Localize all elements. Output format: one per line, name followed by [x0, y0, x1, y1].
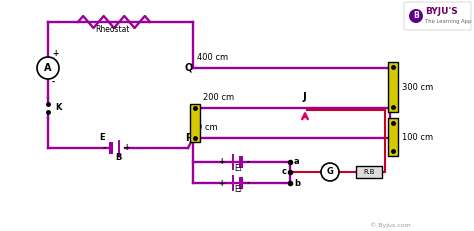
Circle shape [37, 57, 59, 79]
Text: B: B [413, 12, 419, 21]
Text: +: + [218, 158, 224, 167]
Text: BYJU'S: BYJU'S [425, 7, 458, 16]
Text: a: a [294, 158, 300, 167]
Text: B: B [115, 153, 121, 162]
Text: 300 cm: 300 cm [402, 82, 433, 91]
Text: G: G [327, 167, 333, 176]
Text: c: c [282, 167, 287, 176]
Text: J: J [303, 92, 307, 102]
FancyBboxPatch shape [388, 118, 398, 156]
FancyBboxPatch shape [388, 62, 398, 112]
Text: © Byjus.com: © Byjus.com [370, 222, 410, 228]
Text: The Learning App: The Learning App [425, 18, 472, 24]
Text: K: K [55, 103, 61, 112]
Text: Q: Q [185, 63, 193, 73]
Circle shape [409, 9, 423, 23]
FancyBboxPatch shape [190, 104, 200, 142]
Text: -: - [102, 143, 106, 152]
Text: +: + [123, 143, 129, 152]
Text: E₂: E₂ [234, 185, 242, 194]
Text: R.B: R.B [363, 169, 375, 175]
Text: 0 cm: 0 cm [197, 123, 218, 132]
Text: 200 cm: 200 cm [203, 93, 234, 102]
Text: -: - [246, 179, 250, 188]
Text: 100 cm: 100 cm [402, 133, 433, 142]
Text: P: P [185, 133, 192, 143]
Text: -: - [52, 77, 55, 86]
Text: -: - [246, 158, 250, 167]
Text: +: + [52, 49, 58, 58]
FancyBboxPatch shape [356, 166, 382, 178]
FancyBboxPatch shape [404, 2, 471, 30]
Circle shape [321, 163, 339, 181]
Text: E: E [99, 133, 105, 142]
Text: +: + [218, 179, 224, 188]
Text: Rheostat: Rheostat [96, 25, 130, 34]
Text: A: A [44, 63, 52, 73]
Text: b: b [294, 179, 300, 188]
Text: E₁: E₁ [234, 164, 242, 173]
Text: 400 cm: 400 cm [197, 53, 228, 62]
